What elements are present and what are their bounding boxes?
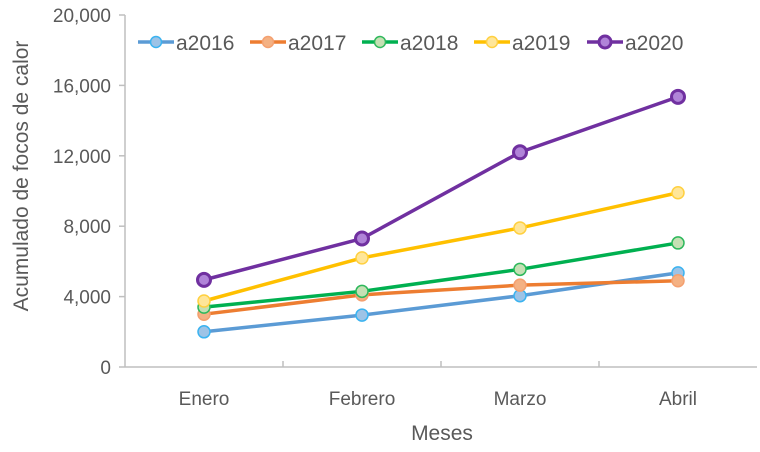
- y-tick-label: 12,000: [53, 147, 111, 168]
- x-tick-label: Marzo: [494, 389, 547, 410]
- data-point: [196, 271, 212, 288]
- series-line: [203, 191, 679, 303]
- legend-item-a2017: a2017: [250, 32, 346, 55]
- y-tick-label: 0: [100, 358, 111, 379]
- data-point: [671, 236, 685, 250]
- data-point: [197, 294, 211, 308]
- y-axis: 0 4,000 8,000 12,000 16,000 20,000: [53, 6, 126, 379]
- series-a2020: [196, 88, 686, 288]
- data-point: [354, 230, 370, 247]
- data-point: [355, 308, 369, 322]
- legend-label: a2018: [400, 32, 458, 55]
- y-tick-label: 20,000: [53, 6, 111, 27]
- data-point: [513, 262, 527, 277]
- data-point: [513, 221, 527, 235]
- legend-item-a2016: a2016: [138, 32, 234, 55]
- series-group: [196, 88, 686, 339]
- y-tick-label: 4,000: [63, 288, 111, 309]
- series-line: [203, 95, 679, 282]
- legend: a2016 a2017 a2018 a2019 a2020: [138, 32, 683, 55]
- series-a2016: [197, 266, 685, 339]
- y-tick-label: 16,000: [53, 76, 111, 97]
- data-point: [671, 186, 685, 200]
- data-point: [670, 88, 686, 105]
- legend-marker: [149, 35, 163, 49]
- legend-label: a2019: [512, 32, 570, 55]
- x-tick-label: Enero: [179, 389, 230, 410]
- legend-marker: [485, 35, 499, 49]
- x-axis: Enero Febrero Marzo Abril: [125, 361, 757, 410]
- legend-label: a2017: [288, 32, 346, 55]
- series-line: [203, 241, 679, 309]
- data-point: [513, 278, 527, 292]
- y-axis-title: Acumulado de focos de calor: [10, 41, 33, 312]
- data-point: [355, 284, 369, 299]
- legend-marker: [261, 35, 275, 49]
- data-point: [512, 144, 528, 161]
- series-line: [203, 279, 679, 316]
- legend-label: a2016: [176, 32, 234, 55]
- legend-item-a2019: a2019: [474, 32, 570, 55]
- x-axis-title: Meses: [411, 422, 473, 445]
- legend-item-a2020: a2020: [587, 32, 683, 55]
- legend-label: a2020: [625, 32, 683, 55]
- y-tick-label: 8,000: [63, 217, 111, 238]
- legend-marker: [597, 34, 613, 50]
- x-tick-label: Abril: [659, 389, 697, 410]
- legend-marker: [373, 35, 387, 49]
- x-tick-label: Febrero: [329, 389, 396, 410]
- data-point: [671, 274, 685, 288]
- series-a2018: [197, 236, 685, 314]
- data-point: [355, 251, 369, 265]
- legend-item-a2018: a2018: [362, 32, 458, 55]
- data-point: [197, 325, 211, 339]
- series-a2019: [197, 186, 685, 308]
